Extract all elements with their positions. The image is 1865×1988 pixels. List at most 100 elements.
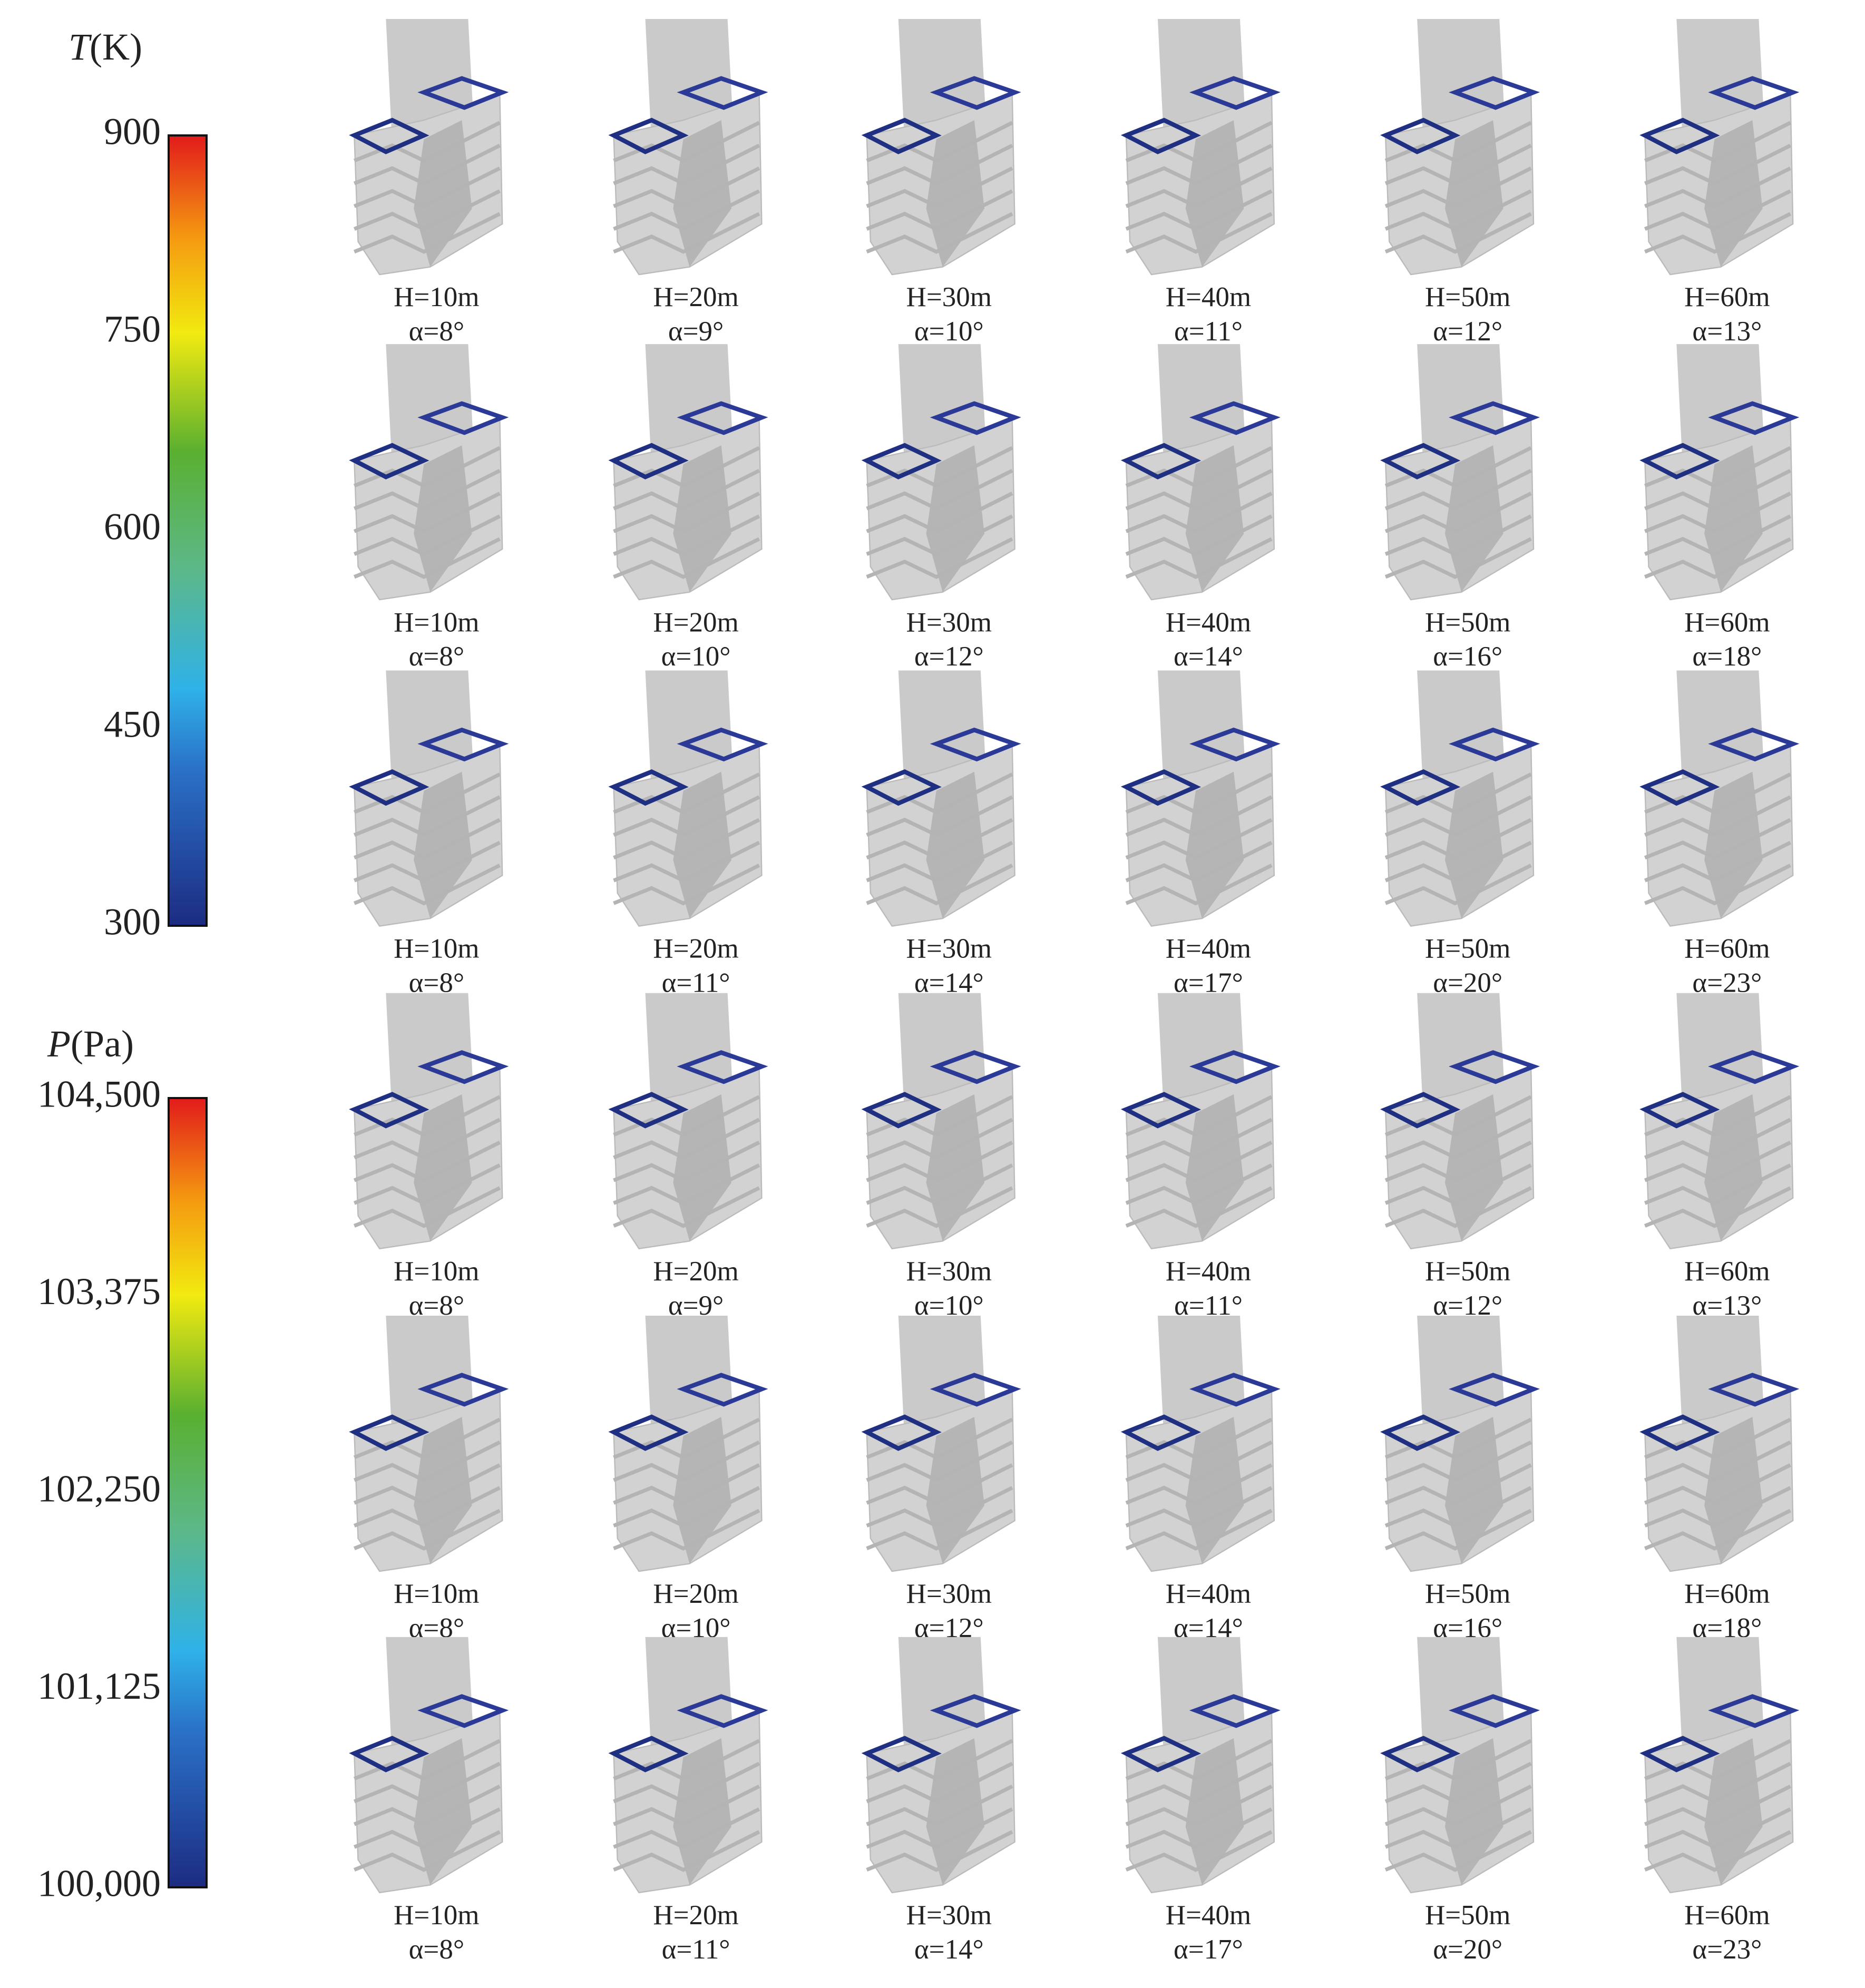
ring: [608, 443, 689, 479]
floor: [1125, 1463, 1273, 1505]
caption-height: H=40m: [1166, 1579, 1251, 1609]
ring: [930, 1694, 1021, 1728]
caption-height: H=60m: [1684, 1579, 1770, 1609]
ring: [677, 727, 768, 762]
ring: [677, 76, 768, 110]
ring: [1639, 1414, 1720, 1451]
floor: [613, 1784, 760, 1827]
ring: [1189, 1373, 1281, 1407]
floor: [1644, 1186, 1792, 1228]
floor: [1644, 795, 1792, 837]
floor: [1125, 1118, 1273, 1160]
floor: [353, 840, 501, 883]
ring: [608, 1736, 689, 1772]
building-render: [349, 1316, 509, 1572]
caption-height: H=10m: [394, 1256, 479, 1287]
caption-height: H=20m: [653, 934, 738, 964]
caption-angle: α=8°: [409, 1934, 464, 1965]
ring: [349, 1736, 429, 1772]
floor: [866, 1739, 1013, 1781]
ring: [1639, 1736, 1720, 1772]
floor: [613, 492, 760, 534]
caption-height: H=50m: [1425, 934, 1510, 964]
floor: [353, 818, 501, 860]
floor: [1384, 446, 1532, 488]
ring: [1120, 769, 1202, 806]
floor: [1644, 1417, 1792, 1460]
caption-height: H=30m: [906, 934, 992, 964]
floor: [1644, 1140, 1792, 1183]
ring: [1120, 1736, 1202, 1772]
ring: [1639, 117, 1720, 154]
floor: [353, 1440, 501, 1483]
ring: [1189, 76, 1281, 110]
floor: [353, 446, 501, 488]
ring: [417, 76, 509, 110]
ring: [1120, 1414, 1202, 1451]
caption-angle: α=14°: [1174, 641, 1243, 672]
caption-height: H=10m: [394, 282, 479, 312]
ring: [1380, 1736, 1461, 1772]
ring: [1449, 1050, 1540, 1084]
floor: [866, 772, 1013, 815]
floor: [353, 772, 501, 815]
floor: [1384, 537, 1532, 579]
ring: [1449, 401, 1540, 435]
floor: [1384, 772, 1532, 815]
floor: [1644, 167, 1792, 209]
floor: [866, 468, 1013, 511]
floor: [1644, 1440, 1792, 1483]
floor: [866, 1784, 1013, 1827]
caption-height: H=40m: [1166, 1900, 1251, 1931]
floor: [613, 1163, 760, 1206]
building-render: [1380, 1637, 1540, 1894]
floor: [1644, 772, 1792, 815]
ring: [1120, 1092, 1202, 1129]
floor: [1125, 492, 1273, 534]
ring: [930, 76, 1021, 110]
ring: [417, 401, 509, 435]
floor: [1125, 189, 1273, 231]
building-render: [1639, 344, 1800, 601]
floor: [1125, 795, 1273, 837]
floor: [1644, 468, 1792, 511]
ring: [1120, 443, 1202, 479]
ring: [1449, 727, 1540, 762]
floor: [1384, 1739, 1532, 1781]
floor: [353, 1118, 501, 1160]
colorbar-tick-label: 102,250: [37, 1468, 161, 1510]
caption-height: H=40m: [1166, 1256, 1251, 1287]
colorbar-tick-label: 450: [104, 703, 161, 746]
colorbar-tick-label: 101,125: [37, 1665, 161, 1707]
building-render: [1120, 344, 1281, 601]
floor: [1644, 1509, 1792, 1551]
floor: [866, 1761, 1013, 1804]
floor: [866, 1486, 1013, 1528]
floor: [1384, 1140, 1532, 1183]
ring: [861, 117, 942, 154]
colorbar-symbol: P: [47, 1023, 71, 1065]
floor: [1384, 468, 1532, 511]
floor: [1125, 537, 1273, 579]
floor: [613, 189, 760, 231]
ring: [1189, 1694, 1281, 1728]
floor: [866, 840, 1013, 883]
floor: [1384, 1095, 1532, 1137]
ring: [1449, 76, 1540, 110]
floor: [1125, 167, 1273, 209]
caption-height: H=30m: [906, 1900, 992, 1931]
ring: [1120, 117, 1202, 154]
floor: [353, 189, 501, 231]
floor: [353, 1807, 501, 1849]
building-render: [1639, 670, 1800, 927]
floor: [1125, 1486, 1273, 1528]
caption-height: H=20m: [653, 607, 738, 638]
ring: [677, 1050, 768, 1084]
ring: [608, 1092, 689, 1129]
floor: [613, 1440, 760, 1483]
floor: [866, 212, 1013, 254]
floor: [1644, 1163, 1792, 1206]
building-render: [349, 19, 509, 276]
floor: [1125, 1784, 1273, 1827]
caption-height: H=60m: [1684, 1900, 1770, 1931]
